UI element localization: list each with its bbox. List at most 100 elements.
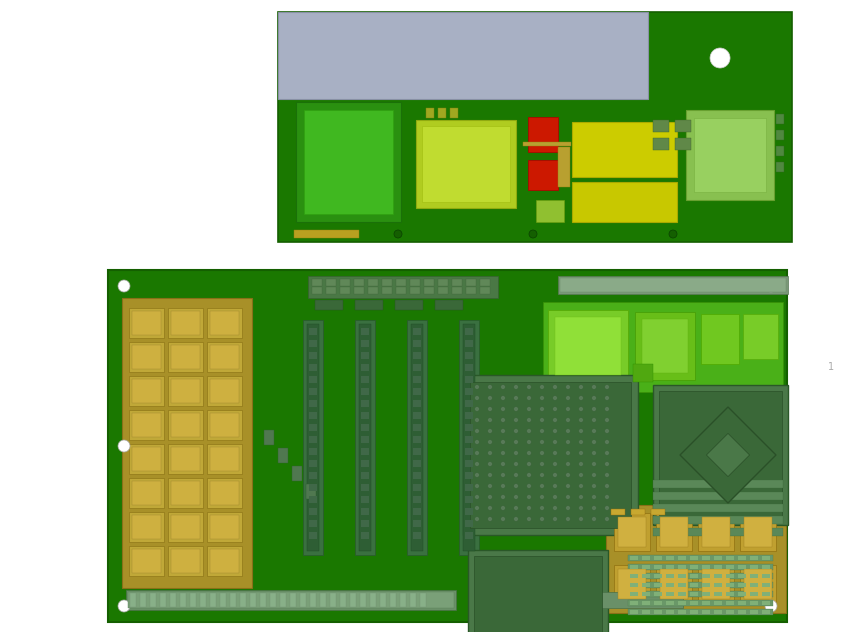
Bar: [168, 546, 203, 576]
Bar: [361, 400, 369, 407]
Bar: [207, 376, 242, 406]
Bar: [743, 314, 778, 359]
Circle shape: [566, 428, 570, 433]
Circle shape: [579, 462, 583, 466]
Bar: [702, 556, 710, 560]
Bar: [240, 593, 246, 607]
Bar: [359, 324, 371, 551]
Bar: [702, 583, 710, 587]
Bar: [694, 118, 766, 192]
Bar: [465, 352, 473, 359]
Bar: [666, 583, 674, 587]
Bar: [690, 574, 698, 578]
Bar: [210, 481, 239, 505]
Bar: [413, 388, 421, 395]
Bar: [678, 583, 686, 587]
Bar: [129, 410, 164, 440]
Circle shape: [553, 517, 557, 521]
Circle shape: [540, 451, 545, 455]
Bar: [465, 520, 473, 527]
Circle shape: [475, 385, 479, 389]
Circle shape: [501, 473, 505, 477]
Circle shape: [553, 451, 557, 455]
Bar: [653, 120, 669, 132]
Bar: [702, 601, 710, 605]
Bar: [702, 517, 730, 547]
Bar: [132, 481, 161, 505]
Bar: [702, 574, 710, 578]
Circle shape: [579, 506, 583, 510]
Bar: [411, 324, 423, 551]
Bar: [278, 12, 792, 242]
Bar: [207, 478, 242, 508]
Bar: [132, 345, 161, 369]
Bar: [463, 375, 638, 535]
Bar: [543, 302, 783, 392]
Bar: [207, 546, 242, 576]
Bar: [129, 342, 164, 372]
Circle shape: [475, 506, 479, 510]
Bar: [690, 583, 698, 587]
Circle shape: [765, 440, 777, 452]
Bar: [340, 287, 350, 294]
Circle shape: [592, 506, 596, 510]
Bar: [678, 565, 686, 569]
Circle shape: [553, 428, 557, 433]
Bar: [678, 556, 686, 560]
Bar: [702, 592, 710, 596]
Bar: [690, 556, 698, 560]
Bar: [714, 610, 722, 614]
Bar: [678, 592, 686, 596]
Bar: [170, 593, 176, 607]
Bar: [361, 484, 369, 491]
Bar: [132, 311, 161, 335]
Bar: [168, 376, 203, 406]
Bar: [740, 513, 776, 551]
Bar: [278, 12, 648, 99]
Bar: [413, 400, 421, 407]
Bar: [309, 532, 317, 539]
Circle shape: [604, 473, 609, 477]
Bar: [653, 528, 783, 536]
Bar: [654, 601, 662, 605]
Bar: [654, 556, 662, 560]
Circle shape: [765, 280, 777, 292]
Bar: [413, 484, 421, 491]
Bar: [210, 311, 239, 335]
Circle shape: [566, 495, 570, 499]
Bar: [361, 328, 369, 335]
Bar: [315, 300, 343, 310]
Bar: [738, 610, 746, 614]
Bar: [361, 460, 369, 467]
Bar: [382, 279, 392, 286]
Bar: [416, 120, 516, 208]
Bar: [465, 532, 473, 539]
Bar: [618, 569, 646, 599]
Bar: [361, 448, 369, 455]
Bar: [744, 569, 772, 599]
Bar: [474, 556, 602, 632]
Bar: [168, 478, 203, 508]
Bar: [762, 610, 770, 614]
Bar: [168, 512, 203, 542]
Bar: [666, 565, 674, 569]
Circle shape: [513, 462, 518, 466]
Bar: [310, 593, 316, 607]
Bar: [750, 565, 758, 569]
Bar: [555, 317, 621, 375]
Bar: [361, 532, 369, 539]
Circle shape: [566, 451, 570, 455]
Bar: [642, 319, 688, 373]
Bar: [171, 345, 200, 369]
Bar: [129, 376, 164, 406]
Circle shape: [604, 385, 609, 389]
Bar: [292, 466, 302, 481]
Bar: [207, 512, 242, 542]
Bar: [140, 593, 146, 607]
Bar: [628, 582, 773, 588]
Bar: [129, 444, 164, 474]
Bar: [630, 574, 638, 578]
Bar: [438, 108, 446, 118]
Circle shape: [488, 385, 492, 389]
Bar: [536, 200, 564, 222]
